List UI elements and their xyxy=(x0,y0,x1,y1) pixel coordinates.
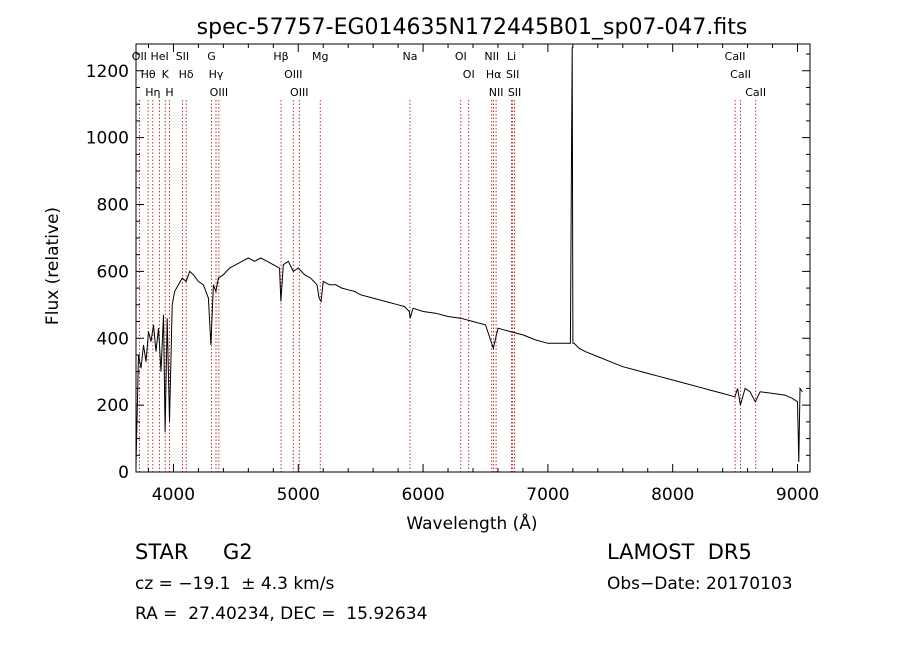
plot-frame xyxy=(135,43,811,473)
line-marker-label: Hα xyxy=(486,68,502,81)
y-tick-label: 400 xyxy=(97,329,129,349)
y-tick-label: 1200 xyxy=(86,62,129,82)
line-marker-label: H xyxy=(165,86,173,99)
line-marker-label: OI xyxy=(463,68,475,81)
line-marker-label: Mg xyxy=(312,50,328,63)
line-marker-label: CaII xyxy=(725,50,746,63)
x-tick-label: 8000 xyxy=(651,485,694,505)
survey-name: LAMOST DR5 xyxy=(607,540,752,564)
y-axis-label: Flux (relative) xyxy=(43,207,63,325)
line-marker-labels: OII Hθ Hη HeI KH SII Hδ G Hγ OIII Hβ OIII OIII Mg Na OI… xyxy=(132,50,766,99)
x-axis-label: Wavelength (Å) xyxy=(406,512,537,534)
line-marker-label: OIII xyxy=(284,68,302,81)
line-marker-label: Hη xyxy=(145,86,160,99)
line-marker-label: Hθ xyxy=(141,68,156,81)
line-marker-label: HeI xyxy=(150,50,168,63)
line-marker-label: SII xyxy=(176,50,189,63)
line-marker-label: Li xyxy=(507,50,516,63)
x-tick-label: 4000 xyxy=(152,485,195,505)
line-marker-label: Hδ xyxy=(179,68,194,81)
line-marker-label: K xyxy=(162,68,170,81)
line-marker-label: Hγ xyxy=(209,68,224,81)
line-marker-label: Hβ xyxy=(273,50,288,63)
spectrum-line xyxy=(135,47,803,466)
coordinates: RA = 27.40234, DEC = 15.92634 xyxy=(135,604,428,624)
x-axis-ticks: 4000 5000 6000 7000 8000 9000 xyxy=(147,44,819,505)
x-tick-label: 7000 xyxy=(526,485,569,505)
line-marker-label: G xyxy=(207,50,216,63)
y-tick-label: 600 xyxy=(97,262,129,282)
redshift-value: cz = −19.1 ± 4.3 km/s xyxy=(135,574,335,594)
observation-date: Obs−Date: 20170103 xyxy=(607,574,793,594)
y-tick-label: 800 xyxy=(97,196,129,216)
line-marker-label: OIII xyxy=(290,86,308,99)
y-tick-label: 1000 xyxy=(86,129,129,149)
object-subclass: G2 xyxy=(223,540,253,564)
line-marker-label: CaII xyxy=(745,86,766,99)
y-axis-ticks: 0 200 400 600 800 1000 1200 xyxy=(86,53,810,483)
x-tick-label: 9000 xyxy=(776,485,819,505)
line-marker-label: NII xyxy=(484,50,499,63)
line-marker-label: NII xyxy=(489,86,504,99)
line-marker-label: SII xyxy=(506,68,519,81)
y-tick-label: 0 xyxy=(118,463,129,483)
x-tick-label: 6000 xyxy=(401,485,444,505)
y-tick-label: 200 xyxy=(97,396,129,416)
line-marker-label: OI xyxy=(455,50,467,63)
line-marker-label: OII xyxy=(132,50,147,63)
x-tick-label: 5000 xyxy=(277,485,320,505)
line-marker-label: SII xyxy=(508,86,521,99)
line-marker-label: OIII xyxy=(210,86,228,99)
line-marker-label: Na xyxy=(402,50,417,63)
chart-title: spec-57757-EG014635N172445B01_sp07-047.f… xyxy=(197,15,748,40)
line-marker-label: CaII xyxy=(730,68,751,81)
object-type: STAR xyxy=(135,540,189,564)
line-markers xyxy=(138,100,757,472)
